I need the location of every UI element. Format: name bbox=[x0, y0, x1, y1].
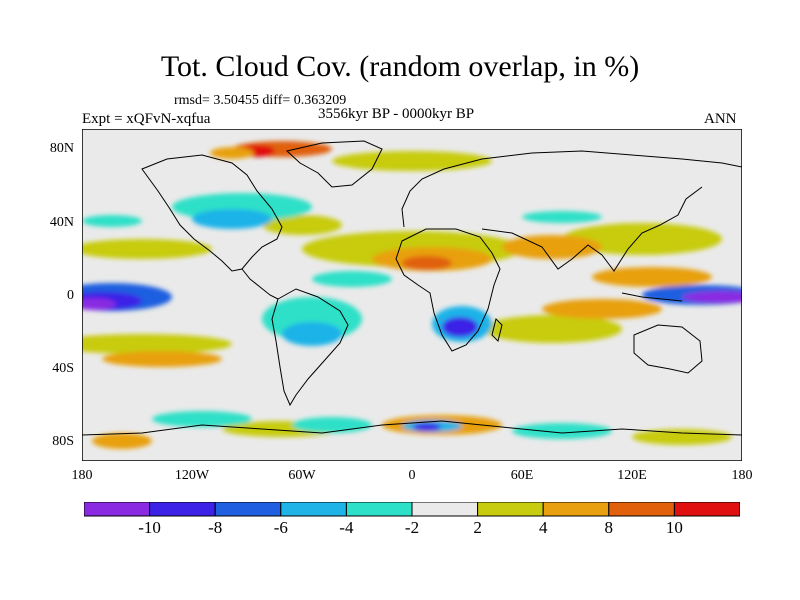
season-label: ANN bbox=[704, 111, 737, 127]
colorbar-label: -10 bbox=[138, 518, 161, 537]
period-label: 3556kyr BP - 0000kyr BP bbox=[318, 106, 475, 122]
anomaly-map bbox=[82, 129, 742, 461]
anomaly-blob bbox=[522, 211, 602, 223]
colorbar-label: -8 bbox=[208, 518, 223, 537]
anomaly-blob bbox=[682, 291, 742, 303]
coast-antarctica bbox=[82, 420, 742, 436]
colorbar-swatch bbox=[149, 502, 216, 517]
coast-asia-south bbox=[481, 186, 703, 272]
coast-madagascar bbox=[491, 318, 503, 342]
coastlines bbox=[82, 140, 742, 436]
anomaly-blob bbox=[210, 147, 254, 159]
y-tick-label: 40N bbox=[49, 215, 74, 230]
anomaly-blob bbox=[312, 271, 392, 287]
anomaly-blob bbox=[82, 334, 232, 354]
anomaly-blob bbox=[92, 433, 152, 449]
y-tick-label: 80S bbox=[52, 434, 74, 449]
colorbar-swatch bbox=[345, 502, 413, 517]
anomaly-blob bbox=[292, 417, 372, 433]
x-tick-label: 60E bbox=[510, 468, 534, 483]
colorbar-swatch bbox=[542, 502, 610, 517]
anomaly-blob bbox=[592, 267, 712, 287]
x-tick-label: 60W bbox=[288, 468, 316, 483]
colorbar-label: -6 bbox=[273, 518, 288, 537]
y-tick-label: 80N bbox=[49, 141, 74, 156]
anomaly-blob bbox=[262, 215, 342, 235]
colorbar-swatch bbox=[214, 502, 282, 517]
colorbar-label: 2 bbox=[473, 518, 482, 537]
colorbar-swatch bbox=[280, 502, 347, 517]
coast-australia bbox=[633, 324, 703, 374]
stats-label: rmsd= 3.50455 diff= 0.363209 bbox=[174, 93, 347, 108]
experiment-label: Expt = xQFvN-xqfua bbox=[82, 111, 211, 127]
colorbar-swatch bbox=[608, 502, 675, 517]
x-tick-label: 120E bbox=[617, 468, 647, 483]
colorbar-swatch bbox=[477, 502, 544, 517]
colorbar-label: -4 bbox=[339, 518, 354, 537]
anomaly-blob bbox=[482, 315, 622, 343]
anomaly-blob bbox=[512, 423, 612, 439]
colorbar-swatch bbox=[411, 502, 479, 517]
colorbar bbox=[84, 502, 740, 517]
y-tick-label: 0 bbox=[67, 288, 74, 303]
anomaly-blob bbox=[192, 209, 272, 229]
y-tick-label: 40S bbox=[52, 361, 74, 376]
x-tick-label: 180 bbox=[71, 468, 93, 483]
anomaly-blob bbox=[152, 411, 252, 427]
colorbar-label: -2 bbox=[404, 518, 420, 537]
coast-africa bbox=[395, 228, 501, 352]
anomaly-fields bbox=[82, 141, 742, 449]
coast-eurasia bbox=[401, 150, 742, 228]
x-tick-label: 120W bbox=[174, 468, 210, 483]
anomaly-blob bbox=[102, 351, 222, 367]
x-tick-label: 0 bbox=[408, 468, 416, 483]
anomaly-blob bbox=[82, 239, 212, 259]
anomaly-blob bbox=[502, 235, 602, 259]
coast-greenland bbox=[285, 140, 383, 188]
coast-north-america bbox=[141, 154, 283, 272]
coast-south-america bbox=[271, 288, 349, 407]
anomaly-blob bbox=[402, 256, 452, 270]
chart-title: Tot. Cloud Cov. (random overlap, in %) bbox=[160, 50, 640, 83]
colorbar-swatch bbox=[84, 502, 151, 517]
colorbar-label: 4 bbox=[538, 518, 548, 537]
colorbar-label: 10 bbox=[665, 518, 683, 537]
colorbar-label: 8 bbox=[604, 518, 614, 537]
coast-central-america bbox=[241, 268, 279, 300]
anomaly-blob bbox=[82, 215, 142, 227]
anomaly-blob bbox=[332, 151, 492, 171]
anomaly-blob bbox=[542, 299, 662, 319]
anomaly-blob bbox=[282, 322, 342, 346]
coast-indonesia bbox=[621, 292, 683, 302]
anomaly-blob bbox=[632, 429, 732, 445]
x-tick-label: 180 bbox=[731, 468, 753, 483]
colorbar-swatch bbox=[673, 502, 740, 517]
anomaly-blob bbox=[82, 298, 116, 310]
anomaly-blob bbox=[442, 317, 478, 337]
anomaly-blob bbox=[413, 423, 441, 431]
